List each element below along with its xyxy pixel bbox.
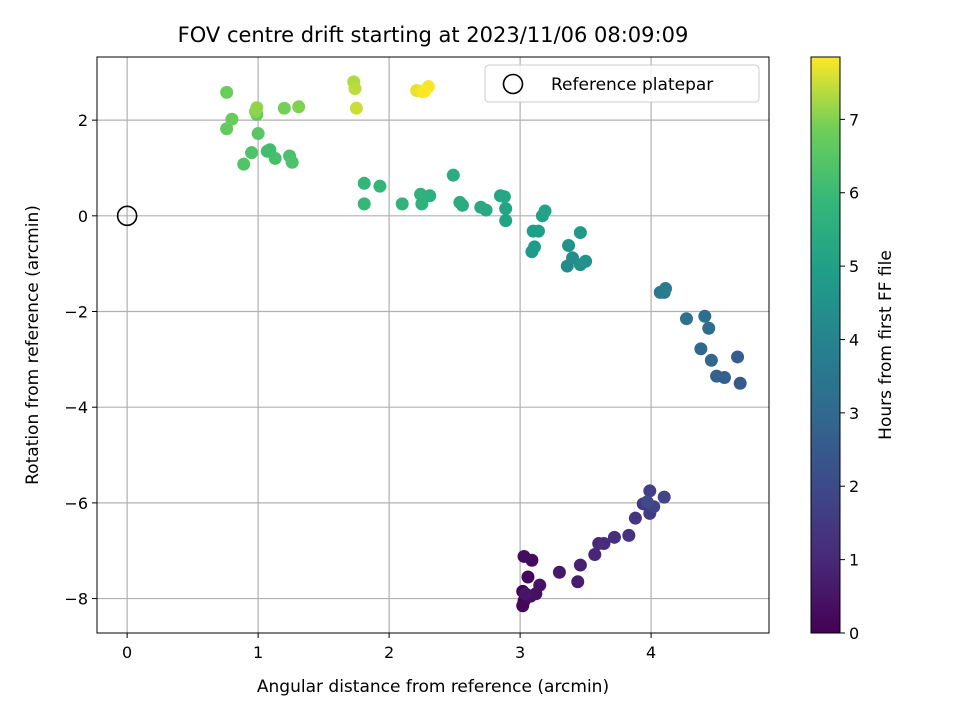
data-points bbox=[220, 75, 747, 613]
x-tick-label: 2 bbox=[384, 643, 394, 662]
data-point bbox=[628, 511, 642, 525]
data-point bbox=[573, 226, 587, 240]
x-tick-label: 4 bbox=[646, 643, 656, 662]
data-point bbox=[733, 376, 747, 390]
colorbar-tick-label: 0 bbox=[849, 624, 859, 643]
data-point bbox=[702, 321, 716, 335]
data-point bbox=[268, 151, 282, 165]
y-axis-label: Rotation from reference (arcmin) bbox=[23, 205, 43, 485]
x-tick-label: 1 bbox=[253, 643, 263, 662]
y-axis-ticks: −8 −6 −4 −2 0 2 bbox=[64, 111, 97, 609]
data-point bbox=[285, 155, 299, 169]
data-point bbox=[225, 112, 239, 126]
data-point bbox=[659, 282, 673, 296]
data-point bbox=[538, 204, 552, 218]
data-point bbox=[499, 214, 513, 228]
data-point bbox=[622, 528, 636, 542]
y-tick-label: −8 bbox=[64, 590, 88, 609]
data-point bbox=[516, 599, 530, 613]
data-point bbox=[373, 179, 387, 193]
colorbar-tick-label: 2 bbox=[849, 477, 859, 496]
data-point bbox=[640, 495, 654, 509]
data-point bbox=[446, 168, 460, 182]
data-point bbox=[643, 484, 657, 498]
data-point bbox=[251, 127, 265, 141]
data-point bbox=[415, 197, 429, 211]
data-point bbox=[277, 101, 291, 115]
data-point bbox=[731, 350, 745, 364]
data-point bbox=[597, 537, 611, 551]
data-point bbox=[474, 200, 488, 214]
colorbar-tick-label: 4 bbox=[849, 330, 859, 349]
data-point bbox=[250, 101, 264, 115]
y-tick-label: 0 bbox=[78, 207, 88, 226]
colorbar-tick-label: 5 bbox=[849, 257, 859, 276]
data-point bbox=[499, 202, 513, 216]
data-point bbox=[698, 309, 712, 323]
data-point bbox=[357, 197, 371, 211]
legend-box bbox=[484, 64, 760, 103]
data-point bbox=[517, 549, 531, 563]
x-axis-label: Angular distance from reference (arcmin) bbox=[257, 677, 609, 697]
y-tick-label: −6 bbox=[64, 494, 88, 513]
y-tick-label: −4 bbox=[64, 398, 88, 417]
chart-title: FOV centre drift starting at 2023/11/06 … bbox=[178, 23, 689, 47]
colorbar bbox=[810, 56, 841, 634]
colorbar-tick-label: 7 bbox=[849, 110, 859, 129]
data-point bbox=[453, 195, 467, 209]
data-point bbox=[521, 570, 535, 584]
data-point bbox=[528, 240, 542, 254]
data-point bbox=[571, 575, 585, 589]
data-point bbox=[220, 85, 234, 99]
data-point bbox=[518, 587, 532, 601]
data-point bbox=[220, 122, 234, 136]
data-point bbox=[357, 176, 371, 190]
data-point bbox=[349, 101, 363, 115]
data-point bbox=[704, 353, 718, 367]
data-point bbox=[552, 565, 566, 579]
data-point bbox=[588, 548, 602, 562]
data-point bbox=[497, 190, 511, 204]
data-point bbox=[607, 530, 621, 544]
colorbar-label: Hours from first FF file bbox=[876, 250, 896, 440]
data-point bbox=[562, 238, 576, 252]
legend-entry-reference: Reference platepar bbox=[551, 75, 713, 95]
x-tick-label: 3 bbox=[515, 643, 525, 662]
data-point bbox=[533, 578, 547, 592]
data-point bbox=[573, 558, 587, 572]
colorbar-tick-label: 6 bbox=[849, 184, 859, 203]
colorbar-tick-label: 1 bbox=[849, 551, 859, 570]
data-point bbox=[694, 342, 708, 356]
legend-reference-marker bbox=[502, 73, 524, 95]
colorbar-tick-label: 3 bbox=[849, 404, 859, 423]
data-point bbox=[414, 187, 428, 201]
data-point bbox=[245, 146, 259, 160]
data-point bbox=[292, 100, 306, 114]
reference-platepar-marker bbox=[116, 205, 138, 227]
data-point bbox=[237, 157, 251, 171]
y-tick-label: 2 bbox=[78, 111, 88, 130]
data-point bbox=[417, 84, 431, 98]
data-point bbox=[579, 254, 593, 268]
x-axis-ticks: 0 1 2 3 4 bbox=[122, 633, 656, 662]
grid bbox=[97, 57, 769, 633]
data-point bbox=[531, 224, 545, 238]
data-point bbox=[710, 369, 724, 383]
legend: Reference platepar bbox=[484, 64, 760, 103]
data-point bbox=[679, 312, 693, 326]
plot-frame bbox=[96, 56, 770, 634]
colorbar-ticks: 0 1 2 3 4 5 6 7 bbox=[840, 110, 859, 643]
data-point bbox=[348, 82, 362, 96]
y-tick-label: −2 bbox=[64, 303, 88, 322]
data-point bbox=[657, 490, 671, 504]
x-tick-label: 0 bbox=[122, 643, 132, 662]
data-point bbox=[395, 197, 409, 211]
